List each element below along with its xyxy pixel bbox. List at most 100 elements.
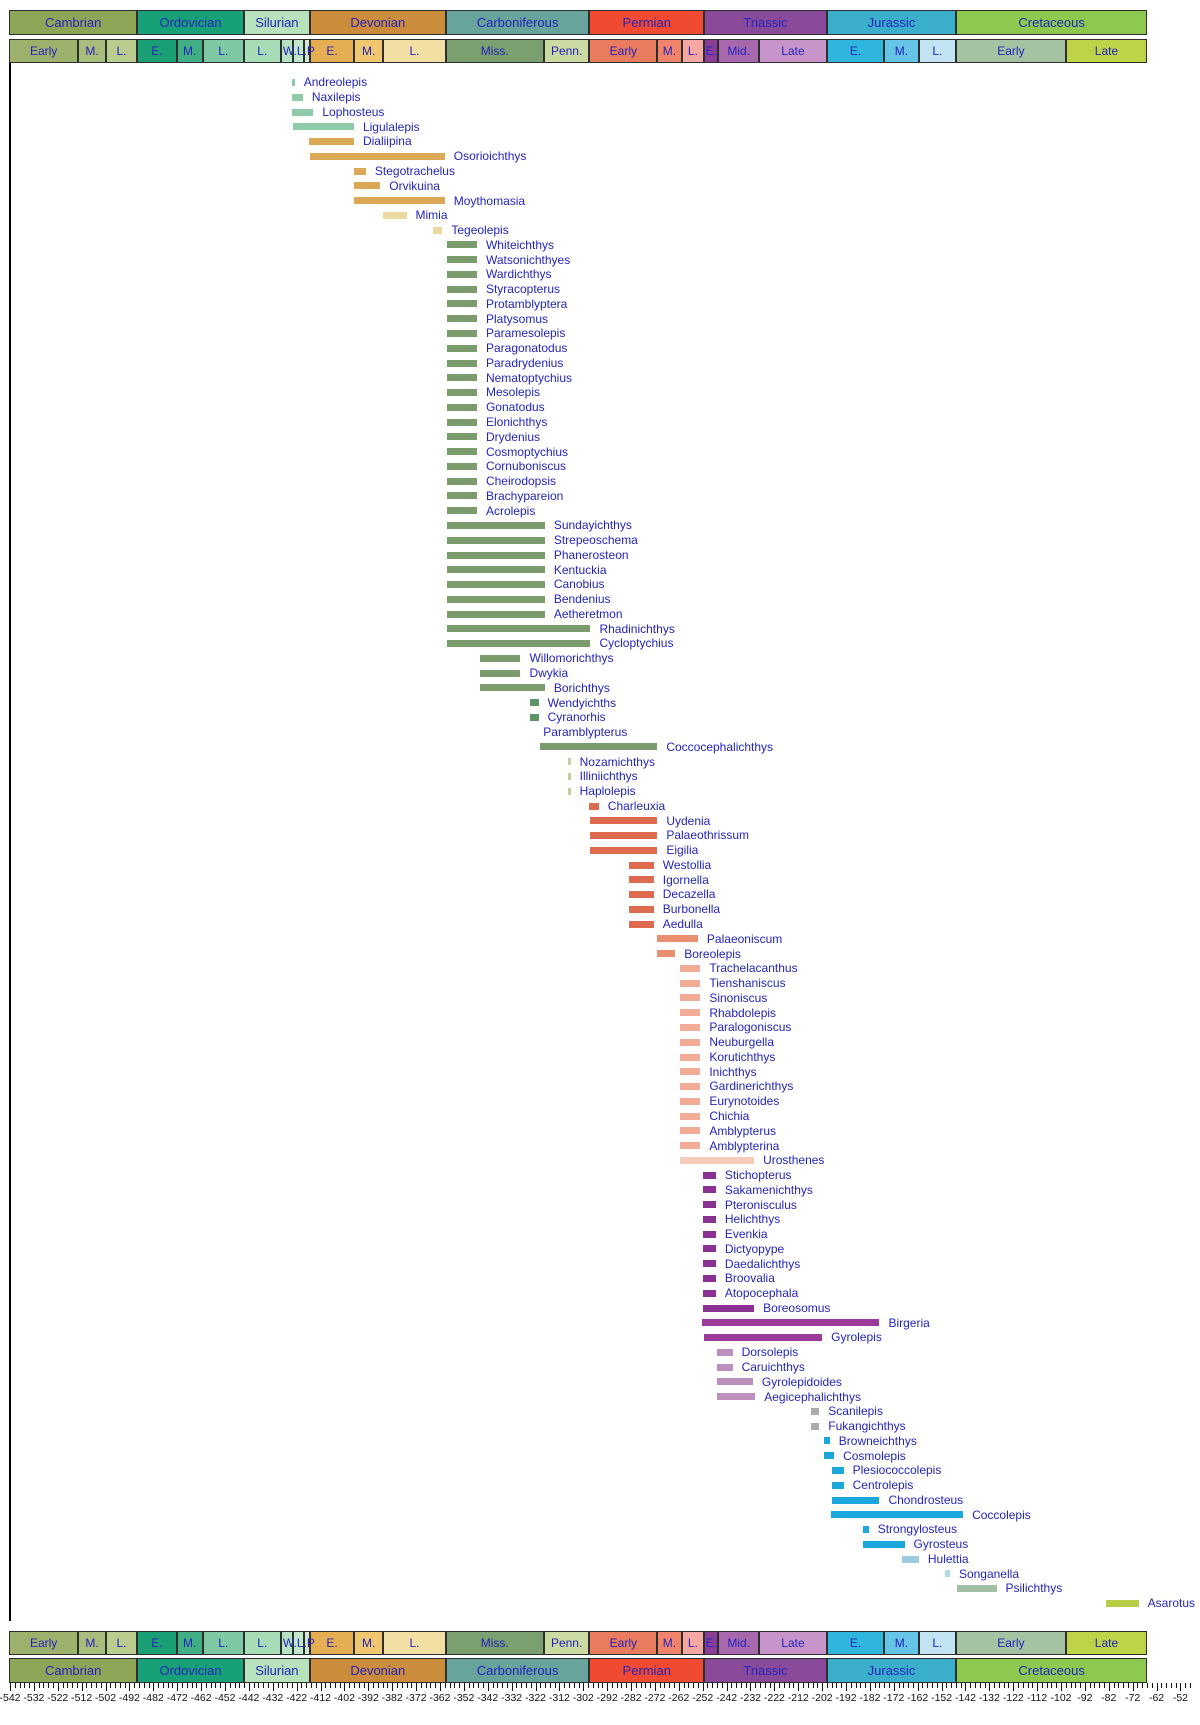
taxon-label[interactable]: Watsonichthyes bbox=[485, 252, 571, 267]
taxon-label[interactable]: Dorsolepis bbox=[741, 1345, 799, 1360]
epoch-silurian-l[interactable]: L. bbox=[243, 1631, 281, 1656]
taxon-label[interactable]: Sakamenichthys bbox=[724, 1182, 813, 1197]
period-triassic[interactable]: Triassic bbox=[704, 10, 827, 35]
taxon-label[interactable]: Aetheretmon bbox=[553, 606, 623, 621]
taxon-label[interactable]: Cycloptychius bbox=[599, 636, 674, 651]
taxon-label[interactable]: Borichthys bbox=[553, 680, 610, 695]
taxon-label[interactable]: Sundayichthys bbox=[553, 518, 632, 533]
taxon-label[interactable]: Whiteichthys bbox=[485, 237, 554, 252]
taxon-label[interactable]: Neuburgella bbox=[709, 1035, 775, 1050]
taxon-label[interactable]: Eigilia bbox=[666, 843, 699, 858]
taxon-label[interactable]: Centrolepis bbox=[852, 1478, 914, 1493]
epoch-devonian-m[interactable]: M. bbox=[354, 39, 384, 63]
period-cambrian[interactable]: Cambrian bbox=[9, 10, 138, 35]
taxon-label[interactable]: Elonichthys bbox=[485, 414, 548, 429]
epoch-triassic-mid[interactable]: Mid. bbox=[718, 39, 760, 63]
taxon-label[interactable]: Haplolepis bbox=[579, 784, 636, 799]
taxon-label[interactable]: Trachelacanthus bbox=[709, 961, 798, 976]
taxon-label[interactable]: Broovalia bbox=[724, 1271, 775, 1286]
taxon-label[interactable]: Aedulla bbox=[662, 917, 703, 932]
epoch-permian-early[interactable]: Early bbox=[589, 39, 658, 63]
taxon-label[interactable]: Gyrolepis bbox=[831, 1330, 882, 1345]
taxon-label[interactable]: Mimia bbox=[415, 208, 448, 223]
epoch-silurian-cell[interactable] bbox=[303, 39, 310, 63]
taxon-label[interactable]: Boreosomus bbox=[763, 1300, 831, 1315]
period-cretaceous[interactable]: Cretaceous bbox=[956, 1658, 1148, 1684]
taxon-label[interactable]: Chondrosteus bbox=[888, 1492, 964, 1507]
epoch-cretaceous-early[interactable]: Early bbox=[956, 39, 1066, 63]
period-carboniferous[interactable]: Carboniferous bbox=[445, 10, 590, 35]
taxon-label[interactable]: Birgeria bbox=[888, 1315, 930, 1330]
epoch-triassic-late[interactable]: Late bbox=[759, 1631, 827, 1656]
taxon-label[interactable]: Strepeoschema bbox=[553, 533, 638, 548]
taxon-label[interactable]: Sinoniscus bbox=[709, 990, 768, 1005]
epoch-triassic-late[interactable]: Late bbox=[759, 39, 827, 63]
period-ordovician[interactable]: Ordovician bbox=[137, 10, 244, 35]
taxon-label[interactable]: Cheirodopsis bbox=[485, 474, 557, 489]
taxon-label[interactable]: Osorioichthys bbox=[453, 149, 527, 164]
taxon-label[interactable]: Burbonella bbox=[662, 902, 721, 917]
epoch-devonian-l[interactable]: L. bbox=[383, 39, 446, 63]
taxon-label[interactable]: Gyrosteus bbox=[913, 1537, 969, 1552]
taxon-label[interactable]: Dialiipina bbox=[362, 134, 412, 149]
epoch-permian-early[interactable]: Early bbox=[589, 1631, 658, 1656]
taxon-label[interactable]: Boreolepis bbox=[684, 946, 741, 961]
taxon-label[interactable]: Pteronisculus bbox=[724, 1197, 797, 1212]
epoch-ordovician-m[interactable]: M. bbox=[176, 1631, 203, 1656]
epoch-silurian-cell[interactable] bbox=[303, 1631, 310, 1656]
taxon-label[interactable]: Illiniichthys bbox=[579, 769, 638, 784]
taxon-label[interactable]: Paramesolepis bbox=[485, 326, 566, 341]
epoch-triassic-mid[interactable]: Mid. bbox=[718, 1631, 760, 1656]
taxon-label[interactable]: Korutichthys bbox=[709, 1049, 776, 1064]
taxon-label[interactable]: Amblypterus bbox=[709, 1123, 777, 1138]
period-triassic[interactable]: Triassic bbox=[704, 1658, 827, 1684]
period-silurian[interactable]: Silurian bbox=[243, 10, 310, 35]
taxon-label[interactable]: Kentuckia bbox=[553, 562, 607, 577]
taxon-label[interactable]: Paradrydenius bbox=[485, 355, 564, 370]
epoch-silurian-l[interactable]: L. bbox=[243, 39, 281, 63]
taxon-label[interactable]: Stegotrachelus bbox=[374, 163, 455, 178]
taxon-label[interactable]: Acrolepis bbox=[485, 503, 536, 518]
epoch-cambrian-early[interactable]: Early bbox=[9, 1631, 79, 1656]
taxon-label[interactable]: Gyrolepidoides bbox=[761, 1374, 842, 1389]
epoch-permian-l[interactable]: L. bbox=[681, 1631, 705, 1656]
taxon-label[interactable]: Rhabdolepis bbox=[709, 1005, 777, 1020]
taxon-label[interactable]: Westollia bbox=[662, 857, 712, 872]
taxon-label[interactable]: Moythomasia bbox=[453, 193, 526, 208]
taxon-label[interactable]: Plesiococcolepis bbox=[852, 1463, 942, 1478]
taxon-label[interactable]: Paragonatodus bbox=[485, 341, 568, 356]
epoch-cambrian-m[interactable]: M. bbox=[78, 39, 106, 63]
taxon-label[interactable]: Browneichthys bbox=[838, 1433, 917, 1448]
period-cretaceous[interactable]: Cretaceous bbox=[956, 10, 1148, 35]
epoch-jurassic-l[interactable]: L. bbox=[918, 1631, 957, 1656]
taxon-label[interactable]: Cosmolepis bbox=[843, 1448, 906, 1463]
taxon-label[interactable]: Wardichthys bbox=[485, 267, 552, 282]
taxon-label[interactable]: Caruichthys bbox=[741, 1359, 805, 1374]
taxon-label[interactable]: Evenkia bbox=[724, 1227, 768, 1242]
taxon-label[interactable]: Rhadinichthys bbox=[599, 621, 675, 636]
epoch-ordovician-e[interactable]: E. bbox=[137, 1631, 177, 1656]
taxon-label[interactable]: Bendenius bbox=[553, 592, 611, 607]
epoch-ordovician-e[interactable]: E. bbox=[137, 39, 177, 63]
taxon-label[interactable]: Cornuboniscus bbox=[485, 459, 567, 474]
period-jurassic[interactable]: Jurassic bbox=[826, 1658, 957, 1684]
taxon-label[interactable]: Asarotus bbox=[1147, 1596, 1195, 1611]
epoch-jurassic-l[interactable]: L. bbox=[918, 39, 957, 63]
taxon-label[interactable]: Aegicephalichthys bbox=[764, 1389, 861, 1404]
taxon-label[interactable]: Tienshaniscus bbox=[709, 976, 786, 991]
epoch-devonian-e[interactable]: E. bbox=[309, 39, 355, 63]
epoch-permian-m[interactable]: M. bbox=[657, 1631, 682, 1656]
taxon-label[interactable]: Naxilepis bbox=[311, 90, 361, 105]
taxon-label[interactable]: Cyranorhis bbox=[547, 710, 606, 725]
period-silurian[interactable]: Silurian bbox=[243, 1658, 310, 1684]
epoch-cambrian-l[interactable]: L. bbox=[105, 39, 138, 63]
period-carboniferous[interactable]: Carboniferous bbox=[445, 1658, 590, 1684]
period-permian[interactable]: Permian bbox=[589, 1658, 705, 1684]
taxon-label[interactable]: Dictyopype bbox=[724, 1241, 785, 1256]
epoch-cambrian-m[interactable]: M. bbox=[78, 1631, 106, 1656]
taxon-label[interactable]: Decazella bbox=[662, 887, 716, 902]
epoch-ordovician-m[interactable]: M. bbox=[176, 39, 203, 63]
epoch-jurassic-m[interactable]: M. bbox=[884, 39, 919, 63]
epoch-cambrian-early[interactable]: Early bbox=[9, 39, 79, 63]
taxon-label[interactable]: Strongylosteus bbox=[877, 1522, 958, 1537]
